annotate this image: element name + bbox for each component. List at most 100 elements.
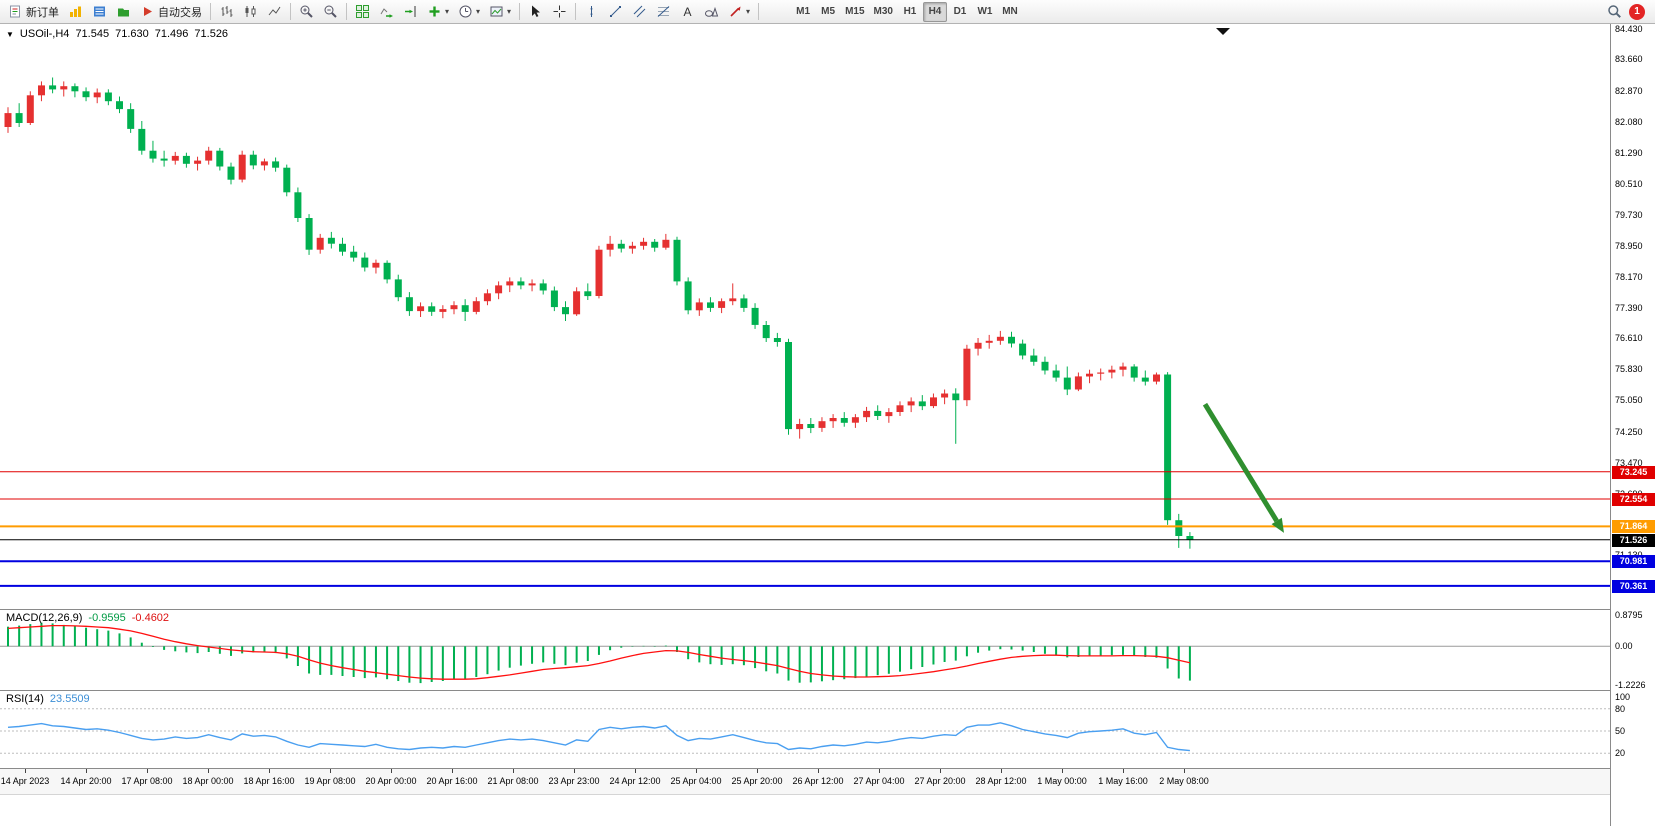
chart-shift-icon [405,6,416,17]
timeframe-M1[interactable]: M1 [796,6,811,17]
rsi-axis-label: 20 [1615,748,1626,759]
toolbar-separator [575,3,577,20]
zoom-in-button[interactable] [295,2,318,22]
time-tick [1123,769,1124,773]
template-image-icon [490,6,503,17]
time-label: 18 Apr 16:00 [243,776,295,786]
periods-clock-icon [459,5,472,18]
data-window-button[interactable] [88,2,111,22]
chart-shift-button[interactable] [399,2,422,22]
timeframe-W1[interactable]: W1 [977,6,993,17]
arrows-tool-button[interactable]: ▾ [724,2,754,22]
navigator-icon [118,8,129,17]
timeframe-M5[interactable]: M5 [821,6,836,17]
timeframe-group: M1 M5 M15 M30 H1 H4 D1 W1 MN [791,1,1022,22]
candlestick-icon [245,6,256,17]
market-watch-button[interactable] [64,2,87,22]
macd-chart[interactable] [0,610,1610,690]
navigator-button[interactable] [112,2,135,22]
tile-windows-button[interactable] [351,2,374,22]
time-tick [25,769,26,773]
ohlc-low: 71.496 [154,28,189,40]
timeframe-MN[interactable]: MN [1002,6,1018,17]
rsi-axis-label: 80 [1615,703,1626,714]
trendline-icon [610,6,622,17]
macd-axis-label: -1.2226 [1615,680,1646,690]
shapes-tool-button[interactable] [700,2,723,22]
line-chart-icon [268,6,281,16]
indicators-button[interactable]: ▾ [423,2,453,22]
price-axis[interactable]: 84.430 83.660 82.870 82.080 81.290 80.510 79.7… [1610,24,1655,826]
price-axis-label: 82.080 [1615,116,1643,127]
line-chart-type-button[interactable] [263,2,286,22]
price-axis-label: 79.730 [1615,209,1643,220]
rsi-header: RSI(14) 23.5509 [6,693,90,705]
zoom-out-icon [324,5,337,18]
new-order-button[interactable]: 新订单 [4,2,63,22]
price-axis-label: 74.250 [1615,426,1643,437]
data-window-icon [94,6,105,17]
toolbar-separator [758,3,760,20]
shapes-icon [705,6,719,17]
timeframe-M30[interactable]: M30 [873,6,893,17]
candlestick-chart[interactable] [0,24,1610,609]
price-axis-label: 80.510 [1615,178,1643,189]
trendline-tool-button[interactable] [604,2,627,22]
time-label: 20 Apr 16:00 [426,776,478,786]
rsi-axis-label: 50 [1615,725,1626,736]
time-axis[interactable]: 14 Apr 2023 14 Apr 20:00 17 Apr 08:00 18 Ap… [0,769,1610,795]
time-tick [940,769,941,773]
channel-icon [633,5,646,18]
timeframe-M15[interactable]: M15 [845,6,865,17]
symbol-dropdown-icon[interactable]: ▼ [6,30,14,39]
zoom-out-button[interactable] [319,2,342,22]
crosshair-button[interactable] [548,2,571,22]
time-label: 25 Apr 20:00 [731,776,783,786]
price-axis-label: 73.470 [1615,457,1643,468]
time-label: 20 Apr 00:00 [365,776,417,786]
channel-tool-button[interactable] [628,2,651,22]
price-axis-label: 82.870 [1615,85,1643,96]
ohlc-open: 71.545 [75,28,110,40]
timeframe-D1[interactable]: D1 [953,6,967,17]
time-label: 25 Apr 04:00 [670,776,722,786]
price-axis-label: 83.660 [1615,54,1643,65]
time-label: 24 Apr 12:00 [609,776,661,786]
macd-title: MACD(12,26,9) [6,612,83,624]
price-chart-panel[interactable]: ▼ USOil-,H4 71.545 71.630 71.496 71.526 [0,24,1610,610]
text-tool-button[interactable]: A [676,2,699,22]
bar-chart-icon [221,6,233,17]
new-order-label: 新订单 [26,6,59,19]
rsi-panel[interactable]: RSI(14) 23.5509 [0,691,1610,769]
svg-text:A: A [684,5,692,19]
timeframe-H4[interactable]: H4 [922,1,947,22]
periods-button[interactable]: ▾ [454,2,484,22]
dropdown-caret-icon: ▾ [445,6,450,16]
notification-badge[interactable]: 1 [1629,3,1645,20]
rsi-chart[interactable] [0,691,1610,768]
price-axis-label: 78.950 [1615,240,1643,251]
vertical-line-tool-button[interactable] [580,2,603,22]
symbol-period-label: USOil-,H4 [19,28,70,40]
vertical-line-icon [590,6,593,17]
bar-chart-type-button[interactable] [215,2,238,22]
time-tick [574,769,575,773]
auto-trading-button[interactable]: 自动交易 [136,2,206,22]
candlestick-type-button[interactable] [239,2,262,22]
timeframe-H1[interactable]: H1 [903,6,917,17]
macd-panel[interactable]: MACD(12,26,9) -0.9595 -0.4602 [0,610,1610,691]
search-button[interactable] [1603,2,1626,22]
time-tick [635,769,636,773]
cursor-button[interactable] [524,2,547,22]
fibonacci-tool-button[interactable] [652,2,675,22]
templates-button[interactable]: ▾ [485,2,515,22]
toolbar: 新订单 自动交易 [0,0,1655,24]
time-label: 19 Apr 08:00 [304,776,356,786]
price-tag: 72.554 [1612,493,1655,507]
time-label: 2 May 08:00 [1159,776,1209,786]
auto-scroll-button[interactable] [375,2,398,22]
ohlc-close: 71.526 [194,28,229,40]
indicators-plus-icon [429,6,440,17]
dropdown-caret-icon: ▾ [476,6,481,16]
rsi-title: RSI(14) [6,693,44,705]
